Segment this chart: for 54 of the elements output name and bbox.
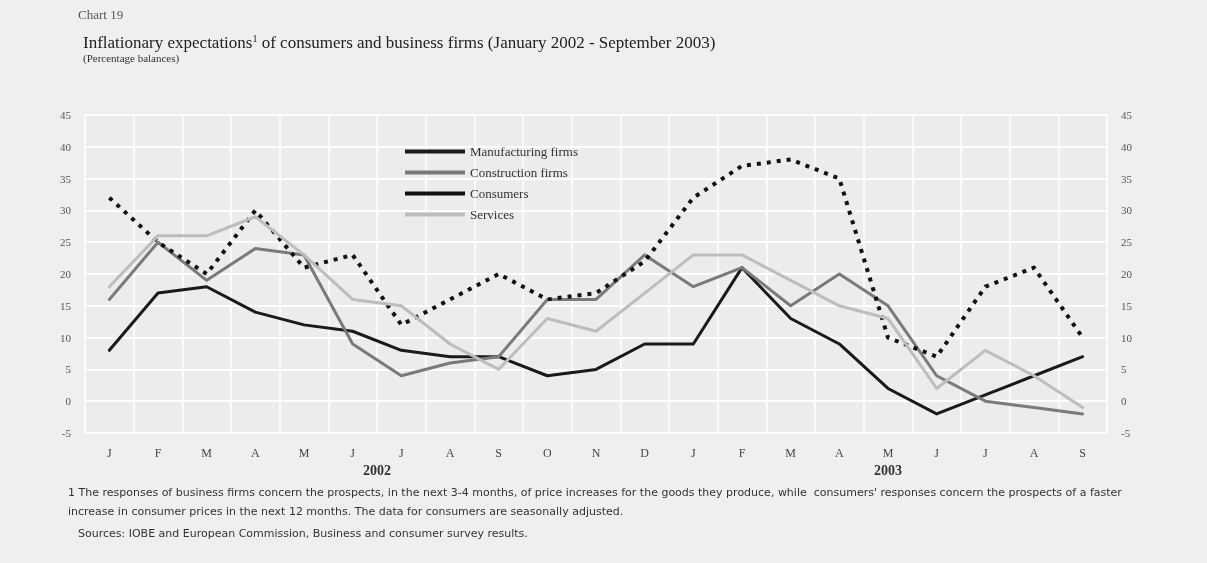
x-tick-label: J bbox=[399, 446, 404, 460]
x-tick-label: A bbox=[445, 446, 455, 460]
y2-tick-label: 0 bbox=[1121, 395, 1127, 408]
y-tick-label: 40 bbox=[60, 140, 72, 153]
y2-tick-label: 45 bbox=[1121, 109, 1133, 121]
x-tick-label: A bbox=[1029, 446, 1039, 460]
y-tick-label: 10 bbox=[60, 331, 72, 344]
x-tick-label: F bbox=[738, 446, 746, 460]
y-tick-label: 5 bbox=[65, 363, 72, 376]
y-tick-label: 30 bbox=[60, 204, 72, 217]
x-tick-label: J bbox=[934, 446, 940, 460]
x-tick-label: A bbox=[251, 446, 260, 460]
y-tick-label: 35 bbox=[60, 172, 72, 185]
x-tick-label: J bbox=[691, 446, 696, 460]
legend-label: Construction firms bbox=[470, 165, 568, 180]
y2-tick-label: 40 bbox=[1121, 140, 1133, 153]
x-tick-label: M bbox=[882, 446, 894, 460]
x-tick-label: M bbox=[785, 446, 797, 460]
y-tick-label: -5 bbox=[61, 427, 72, 439]
y2-tick-label: 20 bbox=[1121, 268, 1133, 280]
x-tick-label: N bbox=[591, 446, 601, 460]
y2-tick-label: 10 bbox=[1121, 331, 1133, 344]
y2-tick-label: 15 bbox=[1121, 299, 1133, 312]
caption: Chart 19 bbox=[78, 7, 124, 22]
x-tick-label: F bbox=[154, 446, 162, 460]
text: 2002 bbox=[363, 462, 391, 478]
y2-tick-label: 35 bbox=[1121, 172, 1133, 185]
y2-tick-label: 5 bbox=[1121, 363, 1127, 376]
x-tick-label: M bbox=[298, 446, 310, 460]
x-tick-label: J bbox=[983, 446, 988, 460]
x-tick-label: S bbox=[495, 446, 503, 460]
x-tick-label: J bbox=[350, 446, 356, 460]
x-tick-label: J bbox=[107, 446, 112, 460]
x-tick-label: M bbox=[201, 446, 213, 460]
legend-label: Manufacturing firms bbox=[470, 144, 578, 159]
text: 2003 bbox=[874, 462, 902, 478]
y-tick-label: 15 bbox=[60, 299, 72, 312]
y-tick-label: 0 bbox=[65, 395, 72, 408]
y-tick-label: 20 bbox=[60, 268, 72, 280]
x-tick-label: O bbox=[543, 446, 552, 460]
y2-tick-label: -5 bbox=[1121, 427, 1131, 439]
y2-tick-label: 30 bbox=[1121, 204, 1133, 217]
legend-label: Consumers bbox=[470, 186, 529, 201]
source-note: Sources: IOBE and European Commission, Business and consumer survey results. bbox=[78, 527, 528, 540]
x-tick-label: S bbox=[1079, 446, 1087, 460]
y-tick-label: 25 bbox=[60, 236, 72, 249]
legend-label: Services bbox=[470, 207, 515, 222]
x-tick-label: D bbox=[640, 446, 650, 460]
y2-tick-label: 25 bbox=[1121, 236, 1133, 249]
line-series bbox=[107, 157, 1085, 359]
chart-subtitle: (Percentage balances) bbox=[83, 52, 180, 65]
y-tick-label: 45 bbox=[60, 109, 72, 121]
text: 1 The responses of business firms concern the prospects, in the next 3-4 months, of price increases for the goods they produce, while consumers' responses concern the prospects of a faster increase in consumer prices in the next 12 months. The data for consumers are seasonally adjusted. bbox=[68, 486, 1126, 518]
x-tick-label: A bbox=[835, 446, 844, 460]
